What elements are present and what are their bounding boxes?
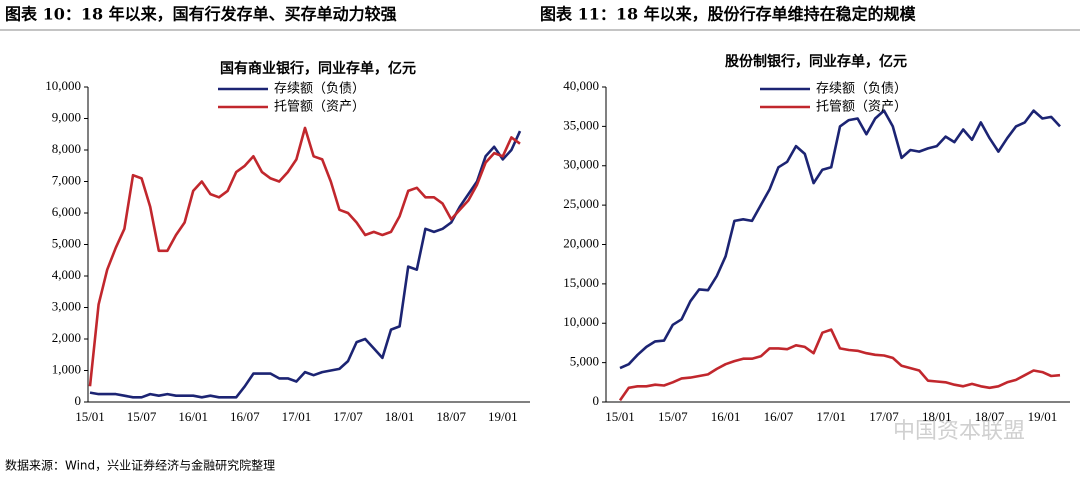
y-tick-label: 3,000 [52, 298, 81, 313]
chart-subtitle: 国有商业银行，同业存单，亿元 [220, 60, 416, 77]
x-tick-label: 15/01 [75, 409, 105, 424]
x-tick-label: 18/07 [975, 409, 1005, 424]
y-tick-label: 0 [593, 393, 600, 408]
x-tick-label: 19/01 [1028, 409, 1058, 424]
x-tick-label: 16/07 [230, 409, 260, 424]
series-line [619, 109, 1061, 370]
x-tick-label: 16/01 [711, 409, 741, 424]
y-tick-label: 35,000 [563, 117, 599, 132]
legend-label: 托管额（资产） [274, 100, 365, 115]
series-line [88, 126, 521, 387]
series-line [89, 130, 522, 399]
y-tick-label: 40,000 [563, 78, 599, 93]
y-tick-label: 7,000 [52, 172, 81, 187]
x-tick-label: 16/07 [764, 409, 794, 424]
y-tick-label: 9,000 [52, 109, 81, 124]
y-tick-label: 20,000 [563, 235, 599, 250]
y-tick-label: 10,000 [45, 78, 81, 93]
y-tick-label: 15,000 [563, 275, 599, 290]
y-tick-label: 0 [75, 393, 82, 408]
series-line [618, 328, 1061, 402]
x-tick-label: 19/01 [488, 409, 518, 424]
x-tick-label: 18/01 [385, 409, 415, 424]
figure-title: 图表 11：18 年以来，股份行存单维持在稳定的规模 [540, 5, 917, 24]
chart-subtitle: 股份制银行，同业存单，亿元 [725, 53, 907, 70]
x-tick-label: 18/07 [436, 409, 466, 424]
x-tick-label: 17/01 [816, 409, 846, 424]
y-tick-label: 4,000 [52, 267, 81, 282]
x-tick-label: 17/07 [333, 409, 363, 424]
legend-label: 存续额（负债） [274, 82, 365, 97]
y-tick-label: 30,000 [563, 157, 599, 172]
x-tick-label: 16/01 [178, 409, 208, 424]
y-tick-label: 25,000 [563, 196, 599, 211]
x-tick-label: 15/01 [605, 409, 635, 424]
watermark: 中国资本联盟 [893, 419, 1025, 444]
y-tick-label: 5,000 [52, 235, 81, 250]
x-tick-label: 15/07 [127, 409, 157, 424]
x-tick-label: 17/01 [282, 409, 312, 424]
y-tick-label: 10,000 [563, 314, 599, 329]
y-tick-label: 5,000 [570, 354, 599, 369]
y-tick-label: 6,000 [52, 204, 81, 219]
legend-label: 托管额（资产） [816, 100, 907, 115]
y-tick-label: 1,000 [52, 361, 81, 376]
legend-label: 存续额（负债） [816, 82, 907, 97]
x-tick-label: 18/01 [922, 409, 952, 424]
y-tick-label: 8,000 [52, 141, 81, 156]
source: 数据来源：Wind，兴业证券经济与金融研究院整理 [5, 458, 275, 473]
figure-title: 图表 10：18 年以来，国有行发存单、买存单动力较强 [5, 5, 397, 24]
y-tick-label: 2,000 [52, 330, 81, 345]
x-tick-label: 15/07 [658, 409, 688, 424]
x-tick-label: 17/07 [869, 409, 899, 424]
